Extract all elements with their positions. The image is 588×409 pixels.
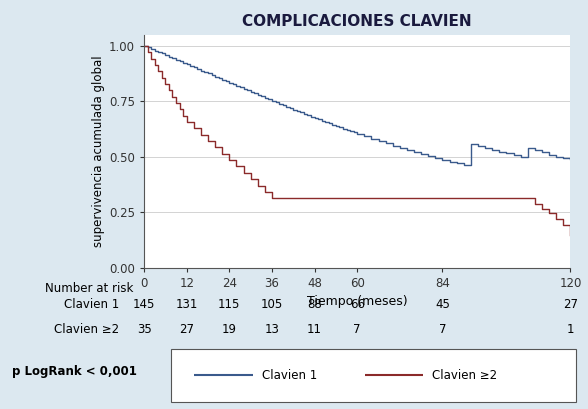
- Text: 45: 45: [435, 298, 450, 311]
- Text: Clavien ≥2: Clavien ≥2: [54, 324, 119, 337]
- X-axis label: Tiempo (meses): Tiempo (meses): [307, 295, 407, 308]
- Text: 131: 131: [175, 298, 198, 311]
- Text: 11: 11: [307, 324, 322, 337]
- Text: 1: 1: [567, 324, 574, 337]
- Text: 7: 7: [353, 324, 361, 337]
- Text: 66: 66: [350, 298, 365, 311]
- Text: 115: 115: [218, 298, 240, 311]
- Text: Clavien 1: Clavien 1: [262, 369, 317, 382]
- Text: Number at risk: Number at risk: [45, 282, 133, 294]
- Y-axis label: supervivencia acumulada global: supervivencia acumulada global: [92, 56, 105, 247]
- Text: 88: 88: [307, 298, 322, 311]
- Text: 13: 13: [265, 324, 279, 337]
- Text: Clavien ≥2: Clavien ≥2: [432, 369, 497, 382]
- Text: 27: 27: [179, 324, 194, 337]
- Text: 19: 19: [222, 324, 237, 337]
- Text: 35: 35: [136, 324, 152, 337]
- FancyBboxPatch shape: [171, 349, 576, 402]
- Text: 7: 7: [439, 324, 446, 337]
- Text: 105: 105: [261, 298, 283, 311]
- Text: p LogRank < 0,001: p LogRank < 0,001: [12, 365, 136, 378]
- Title: COMPLICACIONES CLAVIEN: COMPLICACIONES CLAVIEN: [242, 14, 472, 29]
- Text: 145: 145: [133, 298, 155, 311]
- Text: 27: 27: [563, 298, 578, 311]
- Text: Clavien 1: Clavien 1: [64, 298, 119, 311]
